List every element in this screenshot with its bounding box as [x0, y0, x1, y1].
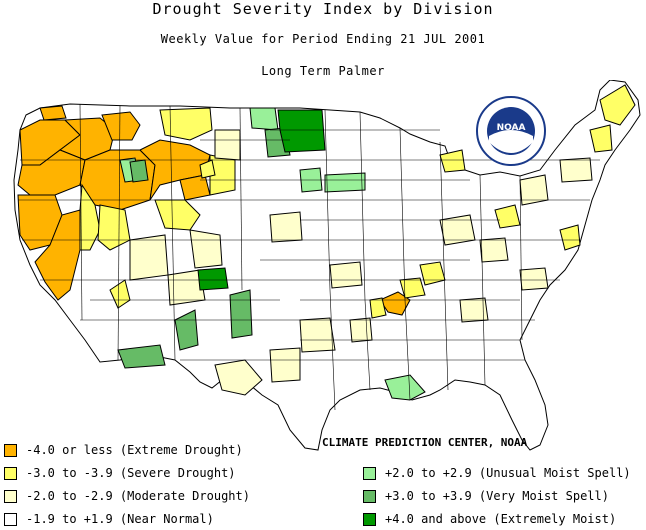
legend-label: +3.0 to +3.9 (Very Moist Spell): [385, 489, 609, 503]
legend-label: -3.0 to -3.9 (Severe Drought): [26, 466, 236, 480]
map-title: Drought Severity Index by Division: [152, 0, 494, 18]
us-climate-division-map: [13, 80, 641, 451]
legend-swatch: [4, 466, 17, 480]
unusual-moist-regions: [119, 107, 426, 401]
legend-item-unusual-moist: +2.0 to +2.9 (Unusual Moist Spell): [363, 466, 631, 480]
legend-label: -2.0 to -2.9 (Moderate Drought): [26, 489, 250, 503]
division-boundaries: [18, 103, 600, 411]
legend-item-extremely-moist: +4.0 and above (Extremely Moist): [363, 512, 616, 526]
index-name: Long Term Palmer: [261, 64, 385, 78]
legend-swatch: [363, 466, 376, 480]
legend-label: +2.0 to +2.9 (Unusual Moist Spell): [385, 466, 631, 480]
legend-swatch: [363, 489, 376, 503]
extremely-moist-regions: [197, 109, 326, 291]
legend-swatch: [363, 512, 376, 526]
legend-label: -4.0 or less (Extreme Drought): [26, 443, 243, 457]
noaa-logo: NOAA: [476, 96, 546, 166]
legend-item-very-moist: +3.0 to +3.9 (Very Moist Spell): [363, 489, 609, 503]
severe-drought-regions: [79, 84, 636, 319]
legend-swatch: [4, 489, 17, 503]
legend-item-moderate-drought: -2.0 to -2.9 (Moderate Drought): [4, 489, 250, 503]
legend-swatch: [4, 512, 17, 526]
extreme-drought-regions: [17, 105, 411, 316]
legend-label: -1.9 to +1.9 (Near Normal): [26, 512, 214, 526]
legend-item-near-normal: -1.9 to +1.9 (Near Normal): [4, 512, 214, 526]
noaa-logo-text: NOAA: [497, 123, 526, 133]
legend-item-severe-drought: -3.0 to -3.9 (Severe Drought): [4, 466, 236, 480]
credit-label: CLIMATE PREDICTION CENTER, NOAA: [322, 436, 528, 449]
legend-item-extreme-drought: -4.0 or less (Extreme Drought): [4, 443, 243, 457]
map-subtitle: Weekly Value for Period Ending 21 JUL 20…: [160, 32, 486, 46]
legend-label: +4.0 and above (Extremely Moist): [385, 512, 617, 526]
moderate-drought-regions: [129, 129, 593, 396]
legend-swatch: [4, 443, 17, 457]
